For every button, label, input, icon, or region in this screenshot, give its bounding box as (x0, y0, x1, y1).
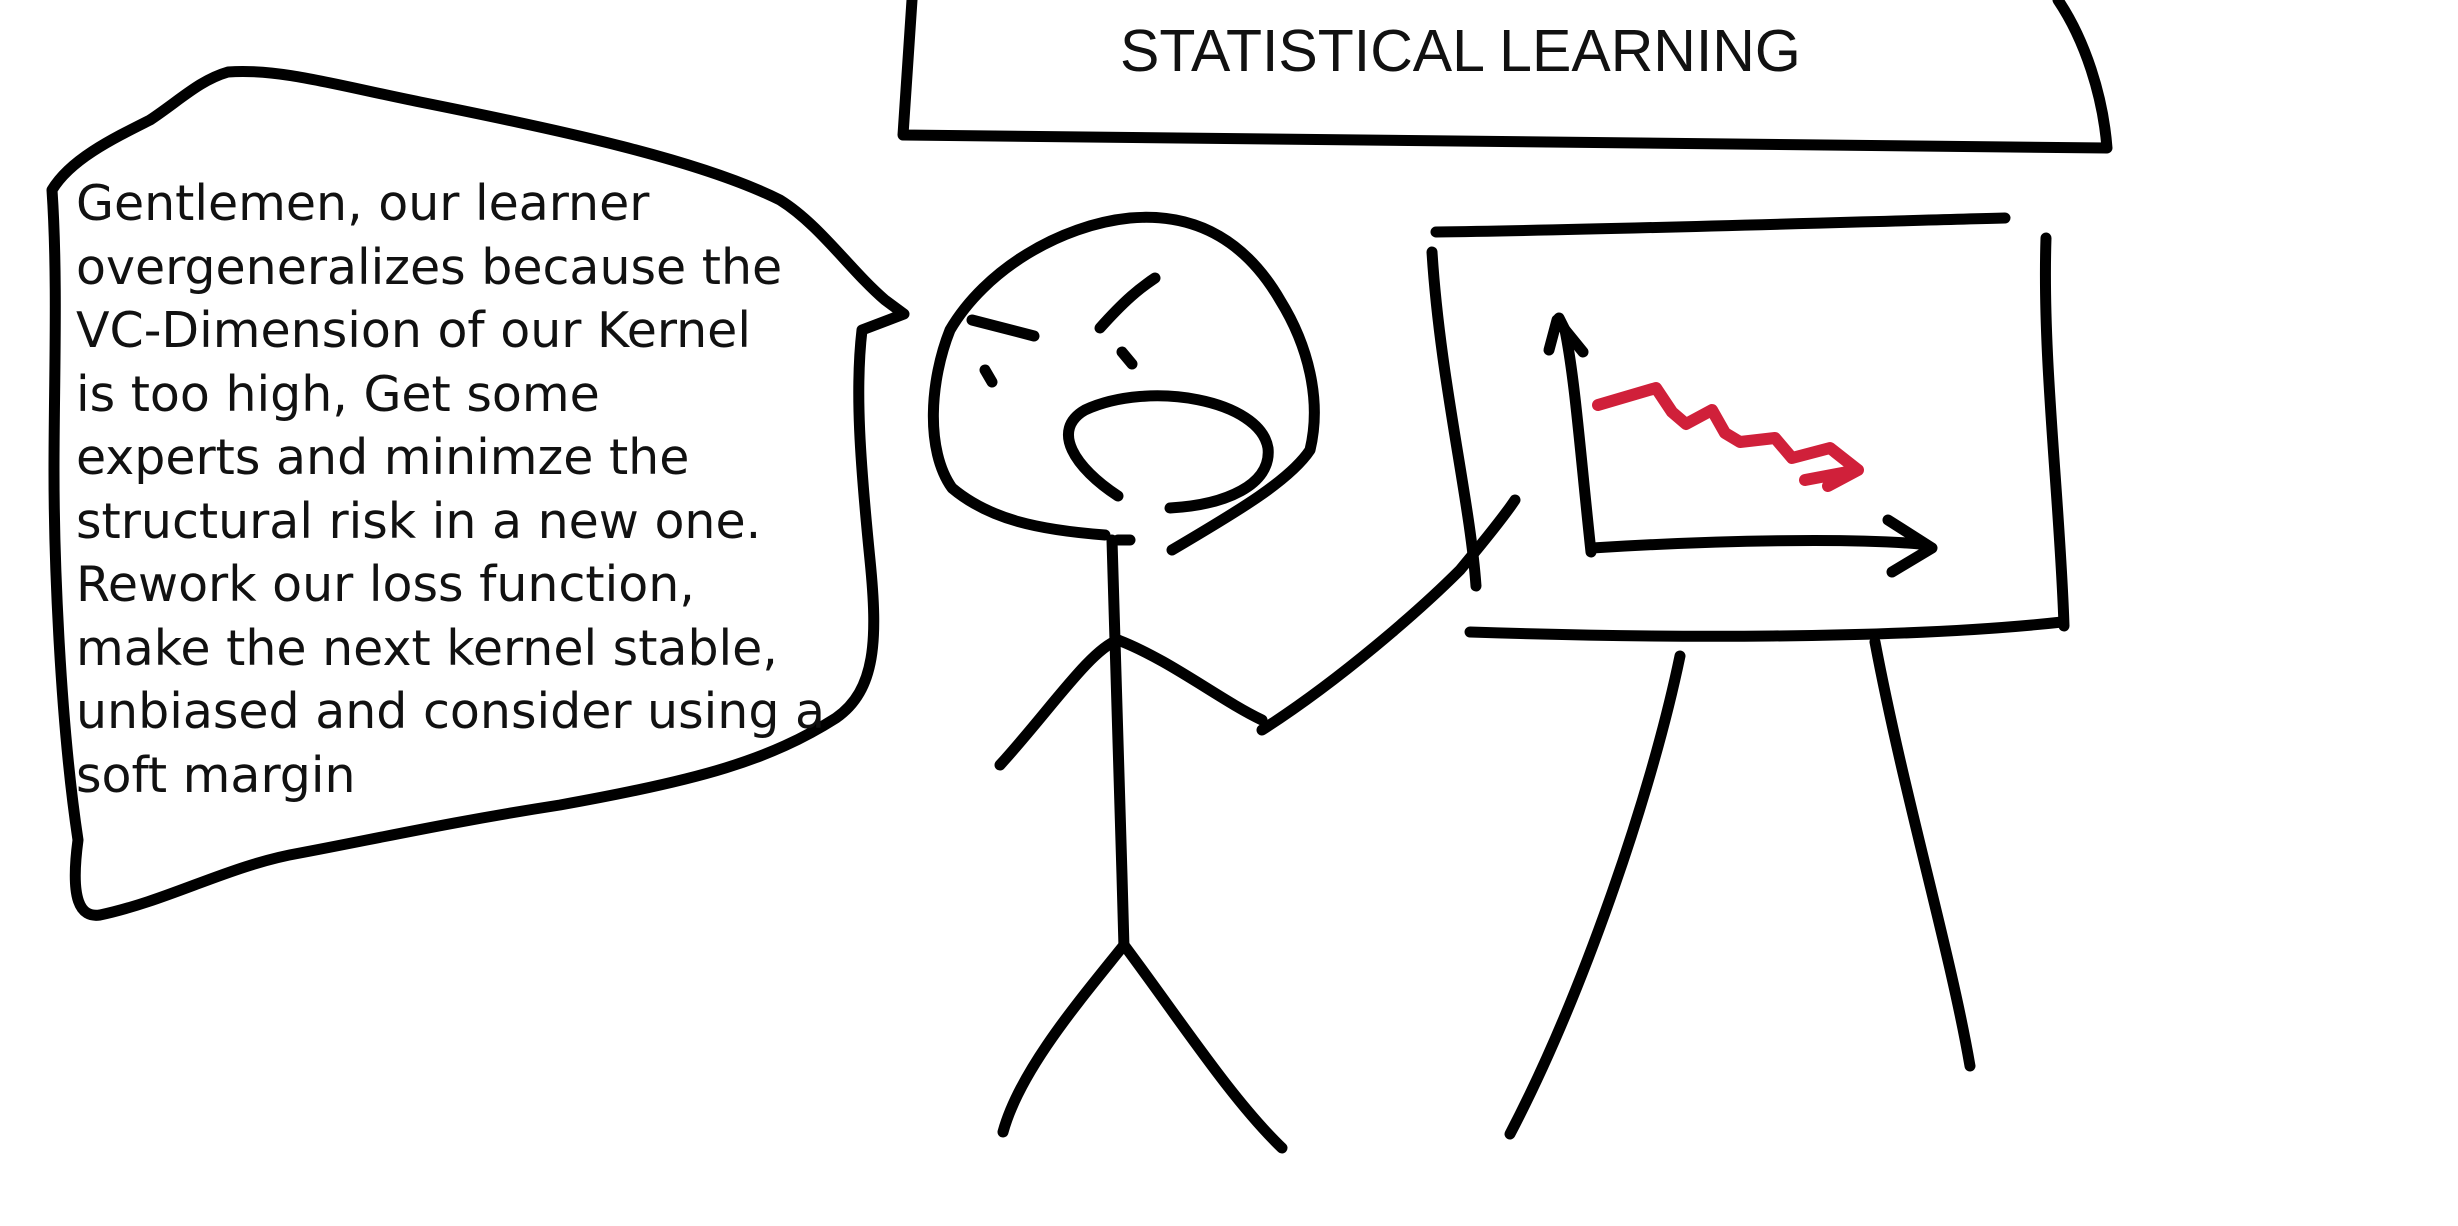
easel-right-leg (1869, 636, 1976, 1072)
stick-figure-icon (927, 211, 1521, 1154)
figure-left-leg (997, 939, 1130, 1138)
figure-shoulders (994, 634, 1268, 771)
speech-line: experts and minimze the (76, 429, 690, 486)
downward-zigzag-arrow-icon (1592, 382, 1864, 492)
speech-line: Gentlemen, our learner (76, 175, 650, 232)
figure-head (927, 211, 1320, 556)
speech-line: soft margin (76, 746, 356, 804)
title-label: STATISTICAL LEARNING (1120, 18, 1801, 84)
figure-pointing-arm (1256, 494, 1521, 736)
figure-left-brow (966, 314, 1040, 342)
trend-line (1592, 382, 1864, 492)
easel-left-leg (1504, 650, 1686, 1140)
chart-x-axis-arrow (1882, 514, 1938, 578)
speech-line: unbiased and consider using a (76, 683, 826, 740)
title-banner-outline (897, 0, 2113, 154)
figure-right-brow (1094, 272, 1161, 334)
figure-mouth (1062, 390, 1274, 514)
chart-x-axis (1586, 535, 1926, 554)
speech-bubble-text: Gentlemen, our learner overgeneralizes b… (76, 172, 976, 807)
speech-line: overgeneralizes because the (76, 238, 783, 296)
figure-left-eye (979, 364, 998, 388)
speech-line: Rework our loss function, (76, 556, 695, 613)
speech-line: structural risk in a new one. (76, 492, 762, 550)
board-top-edge (1430, 212, 2011, 238)
figure-right-eye (1116, 346, 1138, 370)
board-right-edge (2039, 232, 2070, 632)
speech-bubble-outline (46, 65, 910, 921)
board-bottom-edge (1464, 616, 2068, 642)
speech-line: is too high, Get some (76, 365, 600, 423)
figure-right-leg (1118, 939, 1288, 1154)
board-left-edge (1426, 246, 1482, 592)
speech-line: VC-Dimension of our Kernel (76, 302, 751, 359)
chart-y-axis-arrow (1543, 314, 1589, 358)
figure-torso (1106, 534, 1130, 954)
speech-line: make the next kernel stable, (76, 619, 778, 677)
easel-board (1426, 212, 2070, 1140)
